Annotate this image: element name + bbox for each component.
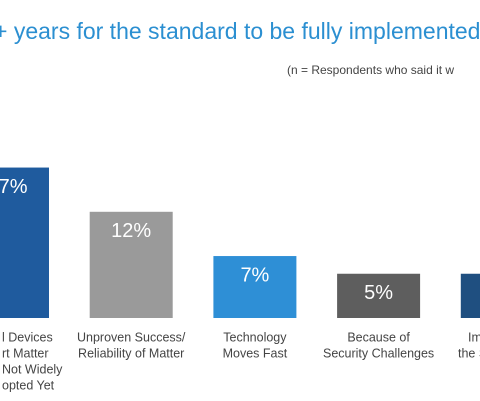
x-tick-label: the S (458, 346, 480, 360)
x-tick-label: Unproven Success/ (77, 330, 186, 344)
x-tick-label: Security Challenges (323, 346, 434, 360)
value-label: 17% (0, 176, 28, 198)
bar (89, 211, 173, 318)
x-tick-label: rt Matter (2, 346, 49, 360)
x-tick-label: Reliability of Matter (78, 346, 184, 360)
bar (337, 273, 421, 318)
bar (213, 256, 297, 318)
x-tick-label: Im (468, 330, 480, 344)
value-label: 12% (111, 220, 151, 242)
x-tick-label: Technology (223, 330, 287, 344)
value-label: 7% (240, 264, 269, 286)
chart-title: + years for the standard to be fully imp… (0, 18, 480, 44)
x-tick-label: Because of (347, 330, 410, 344)
bar (460, 273, 480, 318)
chart-subtitle: (n = Respondents who said it w (287, 63, 454, 77)
x-tick-label: opted Yet (2, 378, 55, 392)
value-label: 5% (364, 282, 393, 304)
x-tick-label: Moves Fast (223, 346, 288, 360)
x-tick-label: Not Widely (2, 362, 63, 376)
x-tick-label: l Devices (2, 330, 53, 344)
bar (0, 167, 49, 318)
